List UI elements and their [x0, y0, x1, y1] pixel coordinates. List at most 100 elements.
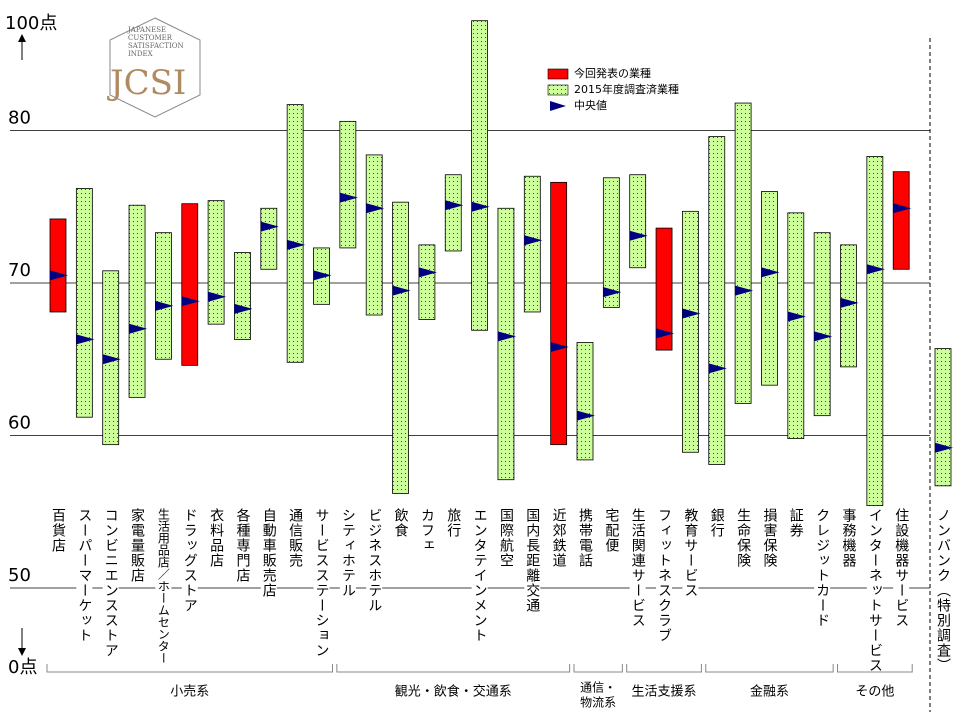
median-marker — [629, 230, 648, 241]
label-bg — [155, 506, 172, 665]
group-label: その他 — [855, 685, 894, 700]
label-bg — [935, 506, 951, 674]
label-bg — [866, 506, 883, 674]
logo-frame — [109, 17, 201, 118]
median-marker — [445, 200, 464, 211]
group-label: 通信・ — [580, 681, 616, 695]
label-bg — [260, 506, 277, 598]
range-bar — [629, 174, 647, 269]
x-tick-label: スーパーマーケット — [76, 508, 92, 643]
label-bg — [840, 506, 857, 567]
label-bg — [787, 506, 804, 537]
range-bar — [550, 181, 568, 446]
label-bg — [418, 506, 435, 552]
bottom-label: 0点 — [8, 657, 37, 678]
median-marker — [339, 192, 358, 203]
label-bg — [208, 506, 225, 567]
logo-text: INDEX — [128, 50, 153, 58]
group-bracket — [46, 664, 333, 673]
group-label: 観光・飲食・交通系 — [395, 684, 512, 700]
median-marker — [935, 442, 953, 453]
legend-swatch — [547, 84, 569, 96]
label-bg — [735, 506, 752, 567]
group-label: 金融系 — [750, 684, 789, 700]
x-tick-label: 宅配便 — [603, 508, 619, 553]
range-bar — [761, 191, 778, 386]
range-bar — [339, 120, 357, 249]
median-marker — [208, 291, 227, 302]
label-bg — [814, 506, 831, 628]
x-tick-label: ノンバンク（特別調査） — [935, 508, 951, 673]
label-bg — [708, 506, 725, 537]
label-bg — [471, 506, 488, 643]
label-bg — [497, 506, 514, 567]
group-bracket — [626, 664, 702, 673]
median-marker — [787, 311, 806, 322]
logo-mark: JCSI — [107, 63, 186, 103]
median-marker — [735, 285, 754, 296]
range-bar — [75, 188, 93, 418]
label-bg — [129, 506, 146, 582]
median-marker — [392, 285, 411, 296]
x-tick-label: エンタテインメント — [472, 508, 488, 643]
range-bar — [392, 201, 409, 494]
range-bar — [181, 203, 199, 366]
label-bg — [76, 506, 93, 643]
legend-label: 2015年度調査済業種 — [574, 82, 679, 96]
median-marker — [577, 410, 595, 421]
x-tick-label: 事務機器 — [841, 508, 857, 568]
range-bar — [866, 156, 884, 507]
range-bar — [234, 252, 251, 340]
x-tick-label: 生活用品店／ホームセンター — [156, 508, 170, 664]
label-bg — [50, 506, 66, 552]
range-bar — [655, 227, 673, 351]
median-marker — [260, 221, 279, 232]
x-tick-label: 百貨店 — [50, 508, 66, 553]
label-bg — [893, 506, 910, 628]
y-tick-label: 60 — [8, 413, 31, 434]
group-label: 生活支援系 — [632, 685, 697, 700]
label-bg — [181, 506, 198, 613]
x-tick-label: 旅行 — [445, 508, 461, 538]
x-tick-label: 飲食 — [393, 508, 409, 538]
x-tick-label: ドラッグストア — [182, 508, 198, 613]
label-bg — [550, 506, 567, 567]
range-bar — [497, 207, 515, 481]
median-marker — [497, 331, 516, 342]
legend-label: 今回発表の業種 — [574, 66, 651, 80]
arrow-down-head — [18, 648, 26, 656]
x-tick-label: 損害保険 — [761, 508, 777, 568]
median-marker — [603, 287, 622, 298]
y-tick-label: 80 — [8, 108, 31, 129]
label-bg — [603, 506, 620, 552]
range-bar — [207, 200, 225, 325]
median-marker — [524, 235, 543, 246]
label-bg — [445, 506, 462, 537]
range-bar — [418, 244, 436, 320]
median-marker — [761, 267, 780, 278]
range-bar — [576, 342, 594, 461]
label-bg — [577, 506, 593, 567]
label-bg — [656, 506, 673, 643]
median-marker — [181, 296, 200, 307]
median-marker — [682, 308, 701, 319]
range-bar — [365, 154, 383, 316]
x-tick-label: 銀行 — [709, 508, 725, 538]
group-bracket — [336, 664, 571, 673]
x-tick-label: コンビニエンスストア — [103, 508, 119, 658]
group-bracket — [837, 664, 913, 673]
label-bg — [313, 506, 330, 658]
x-tick-label: シティホテル — [340, 508, 356, 598]
label-bg — [234, 506, 251, 582]
median-marker — [155, 300, 174, 311]
label-bg — [629, 506, 646, 628]
median-marker — [471, 201, 490, 212]
median-marker — [893, 203, 912, 214]
x-tick-label: 衣料品店 — [208, 508, 224, 568]
median-marker — [814, 331, 833, 342]
range-bar — [934, 348, 952, 487]
group-label: 物流系 — [580, 696, 616, 710]
label-bg — [366, 506, 383, 613]
range-bar — [49, 218, 67, 313]
